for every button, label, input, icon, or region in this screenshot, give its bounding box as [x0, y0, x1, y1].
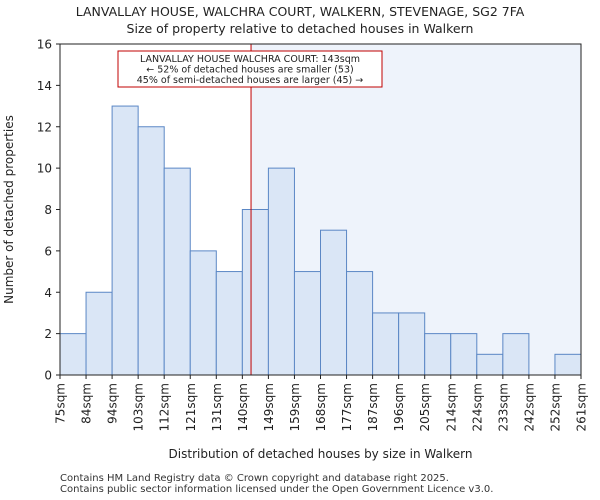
bar-177sqm	[346, 271, 374, 376]
y-tick-label-12: 12	[37, 120, 52, 134]
bars-group	[59, 105, 582, 376]
bar-149sqm	[267, 167, 295, 376]
x-tick-label-168sqm: 168sqm	[314, 383, 328, 431]
histogram-chart: 0 2 4 6 8 10 12 14 16 75sqm 84sqm 94sqm 103sqm 112sq…	[2, 38, 589, 462]
annotation-line-3: 45% of semi-detached houses are larger (…	[137, 75, 364, 86]
y-tick-label-6: 6	[44, 244, 52, 258]
annotation-line-2: ← 52% of detached houses are smaller (53…	[146, 65, 353, 76]
bar-75sqm	[59, 333, 87, 376]
x-tick-label-121sqm: 121sqm	[184, 383, 198, 431]
bar-94sqm	[111, 105, 139, 376]
x-tick-label-233sqm: 233sqm	[496, 383, 510, 431]
x-tick-label-252sqm: 252sqm	[548, 383, 562, 431]
x-tick-label-84sqm: 84sqm	[80, 383, 94, 424]
bar-233sqm	[502, 333, 530, 376]
x-tick-label-75sqm: 75sqm	[54, 383, 68, 424]
x-tick-label-94sqm: 94sqm	[106, 383, 120, 424]
bar-252sqm	[554, 353, 582, 376]
annotation-box: LANVALLAY HOUSE WALCHRA COURT: 143sqm ← …	[117, 50, 383, 88]
chart-title: LANVALLAY HOUSE, WALCHRA COURT, WALKERN,…	[75, 4, 525, 19]
footer-line-2: Contains public sector information licen…	[60, 484, 494, 495]
x-tick-label-159sqm: 159sqm	[288, 383, 302, 431]
x-tick-label-140sqm: 140sqm	[236, 383, 250, 431]
annotation-line-1: LANVALLAY HOUSE WALCHRA COURT: 143sqm	[140, 54, 360, 65]
chart-title-block: LANVALLAY HOUSE, WALCHRA COURT, WALKERN,…	[0, 3, 600, 37]
bar-131sqm	[215, 271, 243, 376]
x-tick-label-187sqm: 187sqm	[366, 383, 380, 431]
bar-168sqm	[320, 229, 348, 376]
bar-224sqm	[476, 353, 504, 376]
bar-140sqm	[241, 209, 269, 376]
y-tick-label-16: 16	[37, 38, 52, 52]
y-tick-label-4: 4	[44, 286, 52, 300]
chart-subtitle: Size of property relative to detached ho…	[126, 21, 474, 36]
x-tick-label-103sqm: 103sqm	[132, 383, 146, 431]
x-tick-label-242sqm: 242sqm	[522, 383, 536, 431]
x-axis: 75sqm 84sqm 94sqm 103sqm 112sqm 121sqm 131sqm 1…	[54, 375, 589, 431]
x-tick-label-224sqm: 224sqm	[470, 383, 484, 431]
bar-103sqm	[137, 126, 165, 376]
bar-205sqm	[424, 333, 452, 376]
y-axis: 0 2 4 6 8 10 12 14 16	[37, 38, 60, 383]
x-tick-label-131sqm: 131sqm	[210, 383, 224, 431]
bar-121sqm	[189, 250, 217, 376]
footer-attribution: Contains HM Land Registry data © Crown c…	[60, 473, 493, 495]
x-tick-label-149sqm: 149sqm	[262, 383, 276, 431]
x-tick-label-196sqm: 196sqm	[392, 383, 406, 431]
x-tick-label-261sqm: 261sqm	[575, 383, 589, 431]
x-tick-label-112sqm: 112sqm	[158, 383, 172, 431]
y-tick-label-2: 2	[44, 327, 52, 341]
y-tick-label-14: 14	[37, 79, 52, 93]
bar-187sqm	[372, 312, 400, 376]
bar-84sqm	[85, 291, 113, 376]
bar-196sqm	[398, 312, 426, 376]
bar-214sqm	[450, 333, 478, 376]
x-tick-label-177sqm: 177sqm	[340, 383, 354, 431]
bar-112sqm	[163, 167, 191, 376]
y-tick-label-10: 10	[37, 162, 52, 176]
x-tick-label-205sqm: 205sqm	[418, 383, 432, 431]
bar-159sqm	[293, 271, 322, 376]
footer-line-1: Contains HM Land Registry data © Crown c…	[60, 473, 449, 484]
y-tick-label-8: 8	[44, 203, 52, 217]
x-tick-label-214sqm: 214sqm	[444, 383, 458, 431]
y-axis-label: Number of detached properties	[2, 115, 16, 304]
y-tick-label-0: 0	[44, 369, 52, 383]
annotation-frame	[117, 50, 383, 88]
x-axis-label: Distribution of detached houses by size …	[169, 447, 473, 461]
